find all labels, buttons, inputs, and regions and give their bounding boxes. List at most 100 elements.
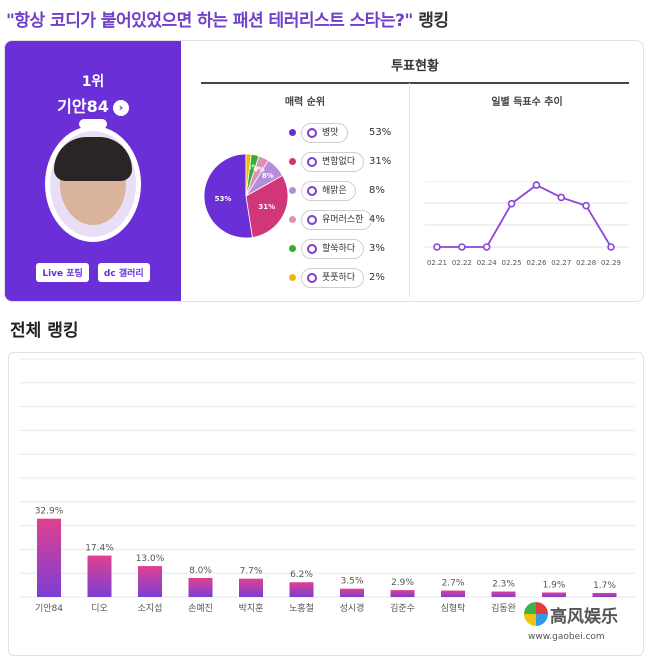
bar-value-label: 13.0%: [136, 554, 165, 564]
bar-value-label: 8.0%: [189, 566, 212, 576]
circle-icon: [307, 157, 317, 167]
line-point: [458, 243, 466, 251]
headline-quote: "항상 코디가 붙어있었으면 하는 패션 테러리스트 스타는?": [6, 11, 413, 31]
bar-category-label: 소지섭: [138, 603, 163, 614]
circle-icon: [307, 186, 317, 196]
bar: [239, 578, 263, 597]
legend-item[interactable]: 할쑥하다 3%: [287, 239, 407, 268]
winner-name: 기안84: [57, 97, 109, 116]
legend-item[interactable]: 변함없다 31%: [287, 152, 407, 181]
bar-value-label: 2.7%: [442, 579, 465, 589]
daily-votes-line-chart: 02.21 02.22 02.24 02.25 02.26 02.27 02.28 02.29: [425, 181, 629, 267]
legend-percent: 4%: [369, 214, 385, 225]
bar: [289, 582, 314, 597]
pie-slice: [203, 153, 253, 239]
mirror-frame-top: [79, 119, 107, 129]
live-posting-button[interactable]: Live 포팅: [36, 263, 89, 282]
line-x-tick: 02.21: [427, 259, 447, 267]
legend-color-swatch: [289, 129, 296, 136]
legend-item[interactable]: 유머러스한 4%: [287, 210, 407, 239]
line-x-tick: 02.27: [551, 259, 571, 267]
bar-category-label: 손예진: [188, 603, 213, 614]
legend-percent: 2%: [369, 272, 385, 283]
legend-color-swatch: [289, 158, 296, 165]
legend-color-swatch: [289, 216, 296, 223]
bar-category-label: 노홍철: [289, 602, 314, 614]
bar-value-label: 2.9%: [391, 578, 414, 588]
line-x-tick: 02.25: [502, 259, 522, 267]
bar-category-label: 성시경: [340, 602, 365, 614]
bar: [592, 592, 617, 597]
pie-slice: [245, 153, 252, 197]
circle-icon: [307, 244, 317, 254]
bar-value-label: 1.9%: [543, 580, 566, 590]
bar: [138, 566, 162, 597]
bar-category-label: 박지훈: [239, 602, 264, 614]
legend-label: 해맑은: [301, 181, 356, 201]
bar-value-label: 3.5%: [341, 577, 364, 587]
pie-slice-label: 3%: [247, 163, 259, 171]
bar-value-label: 17.4%: [85, 544, 114, 554]
pie-slice: [245, 174, 289, 238]
headline-suffix: 랭킹: [412, 11, 449, 31]
line-x-tick: 02.28: [576, 259, 596, 267]
line-series: [437, 184, 612, 248]
watermark: 高风娱乐 www.gaobei.com: [524, 600, 644, 652]
bar-value-label: 32.9%: [35, 507, 64, 517]
vote-status-title: 투표현황: [201, 55, 629, 84]
overall-ranking-title: 전체 랭킹: [10, 321, 79, 341]
legend-color-swatch: [289, 187, 296, 194]
bar: [441, 590, 465, 597]
bar: [542, 592, 566, 597]
legend-percent: 53%: [369, 127, 392, 138]
bar-category-label: 김준수: [390, 602, 415, 614]
legend-label: 변함없다: [301, 152, 365, 172]
winner-panel: 1위 기안84 › Live 포팅 dc 갤러리: [5, 41, 181, 301]
bar-category-label: 김동완: [491, 602, 516, 614]
bar: [491, 591, 516, 597]
circle-icon: [307, 215, 317, 225]
legend-item[interactable]: 풋풋하다 2%: [287, 268, 407, 297]
watermark-title: 高风娱乐: [550, 607, 618, 627]
legend-label-text: 변함없다: [322, 157, 356, 167]
bar-category-label: 심형탁: [441, 602, 466, 614]
legend-color-swatch: [289, 274, 296, 281]
legend-percent: 31%: [369, 156, 392, 167]
bar: [188, 577, 213, 597]
watermark-url: www.gaobei.com: [528, 632, 605, 642]
pie-slice-label: 8%: [262, 172, 274, 180]
dc-gallery-button[interactable]: dc 갤러리: [97, 263, 150, 282]
winner-name-link[interactable]: 기안84 ›: [5, 93, 181, 117]
line-chart-title: 일별 득표수 추이: [491, 97, 563, 108]
legend-label: 할쑥하다: [301, 239, 365, 259]
line-point: [532, 181, 541, 189]
circle-icon: [307, 128, 317, 138]
legend-color-swatch: [289, 245, 296, 252]
bar-value-label: 1.7%: [593, 581, 616, 591]
line-x-tick: 02.26: [526, 259, 547, 267]
winner-rank: 1위: [81, 74, 105, 90]
pie-slice-label: 4%: [253, 166, 265, 174]
line-x-tick: 02.24: [477, 259, 498, 267]
bar-value-label: 7.7%: [240, 567, 263, 577]
bar-category-label: 기안84: [35, 603, 63, 614]
bar-value-label: 2.3%: [492, 580, 515, 590]
legend-label-text: 해맑은: [322, 186, 347, 196]
legend-label-text: 할쑥하다: [322, 244, 356, 254]
legend-label-text: 풋풋하다: [322, 273, 356, 283]
line-x-tick: 02.22: [452, 259, 472, 267]
overall-ranking-bar-chart: 32.9% 기안84 17.4% 디오 13.0% 소지섭 8.0% 손예진 7.7% 박지훈 6.…: [19, 358, 635, 614]
chevron-right-icon[interactable]: ›: [112, 99, 129, 116]
legend-label: 풋풋하다: [301, 268, 365, 288]
legend-item[interactable]: 병맛 53%: [287, 123, 407, 152]
watermark-logo-icon: [524, 602, 548, 626]
line-point: [433, 243, 441, 251]
line-point: [482, 243, 491, 251]
winner-hair: [54, 137, 132, 181]
page-headline: "항상 코디가 붙어있었으면 하는 패션 테러리스트 스타는?" 랭킹: [6, 6, 449, 31]
line-point: [557, 193, 566, 202]
line-point: [582, 201, 590, 210]
panel-divider: [409, 83, 410, 297]
legend-label: 병맛: [301, 123, 348, 143]
legend-item[interactable]: 해맑은 8%: [287, 181, 407, 210]
